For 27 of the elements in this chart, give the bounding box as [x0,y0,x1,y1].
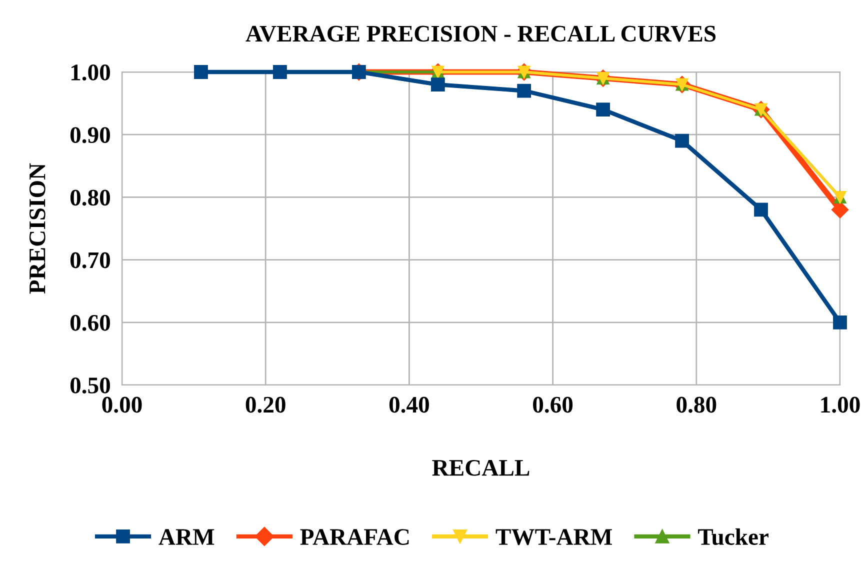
x-tick-label: 1.00 [821,396,860,413]
x-tick-label: 0.80 [676,396,716,413]
y-tick-label: 0.70 [70,252,110,268]
point [517,84,532,98]
point [596,102,610,117]
point [273,65,287,79]
point [675,134,689,148]
x-tick-label: 0.20 [246,396,286,413]
x-axis-title: RECALL [432,460,530,476]
y-tick-label: 0.80 [70,190,110,206]
legend-label: Tucker [698,528,768,546]
x-tick-label: 0.40 [389,396,429,413]
y-axis-title: PRECISION [29,163,46,294]
legend-label: ARM [158,529,214,545]
x-tick-label: 0.60 [533,396,573,413]
point [430,78,445,92]
y-tick-label: 0.50 [70,377,110,394]
x-tick-label: 0.00 [102,396,142,413]
point [833,315,847,330]
y-tick-label: 1.00 [71,64,110,81]
point [754,202,768,217]
y-tick-label: 0.90 [70,127,110,144]
chart-title: AVERAGE PRECISION - RECALL CURVES [246,26,716,42]
y-tick-label: 0.60 [70,314,110,331]
legend-label: TWT-ARM [496,529,612,546]
point [194,65,208,79]
legend-label: PARAFAC [300,529,409,545]
